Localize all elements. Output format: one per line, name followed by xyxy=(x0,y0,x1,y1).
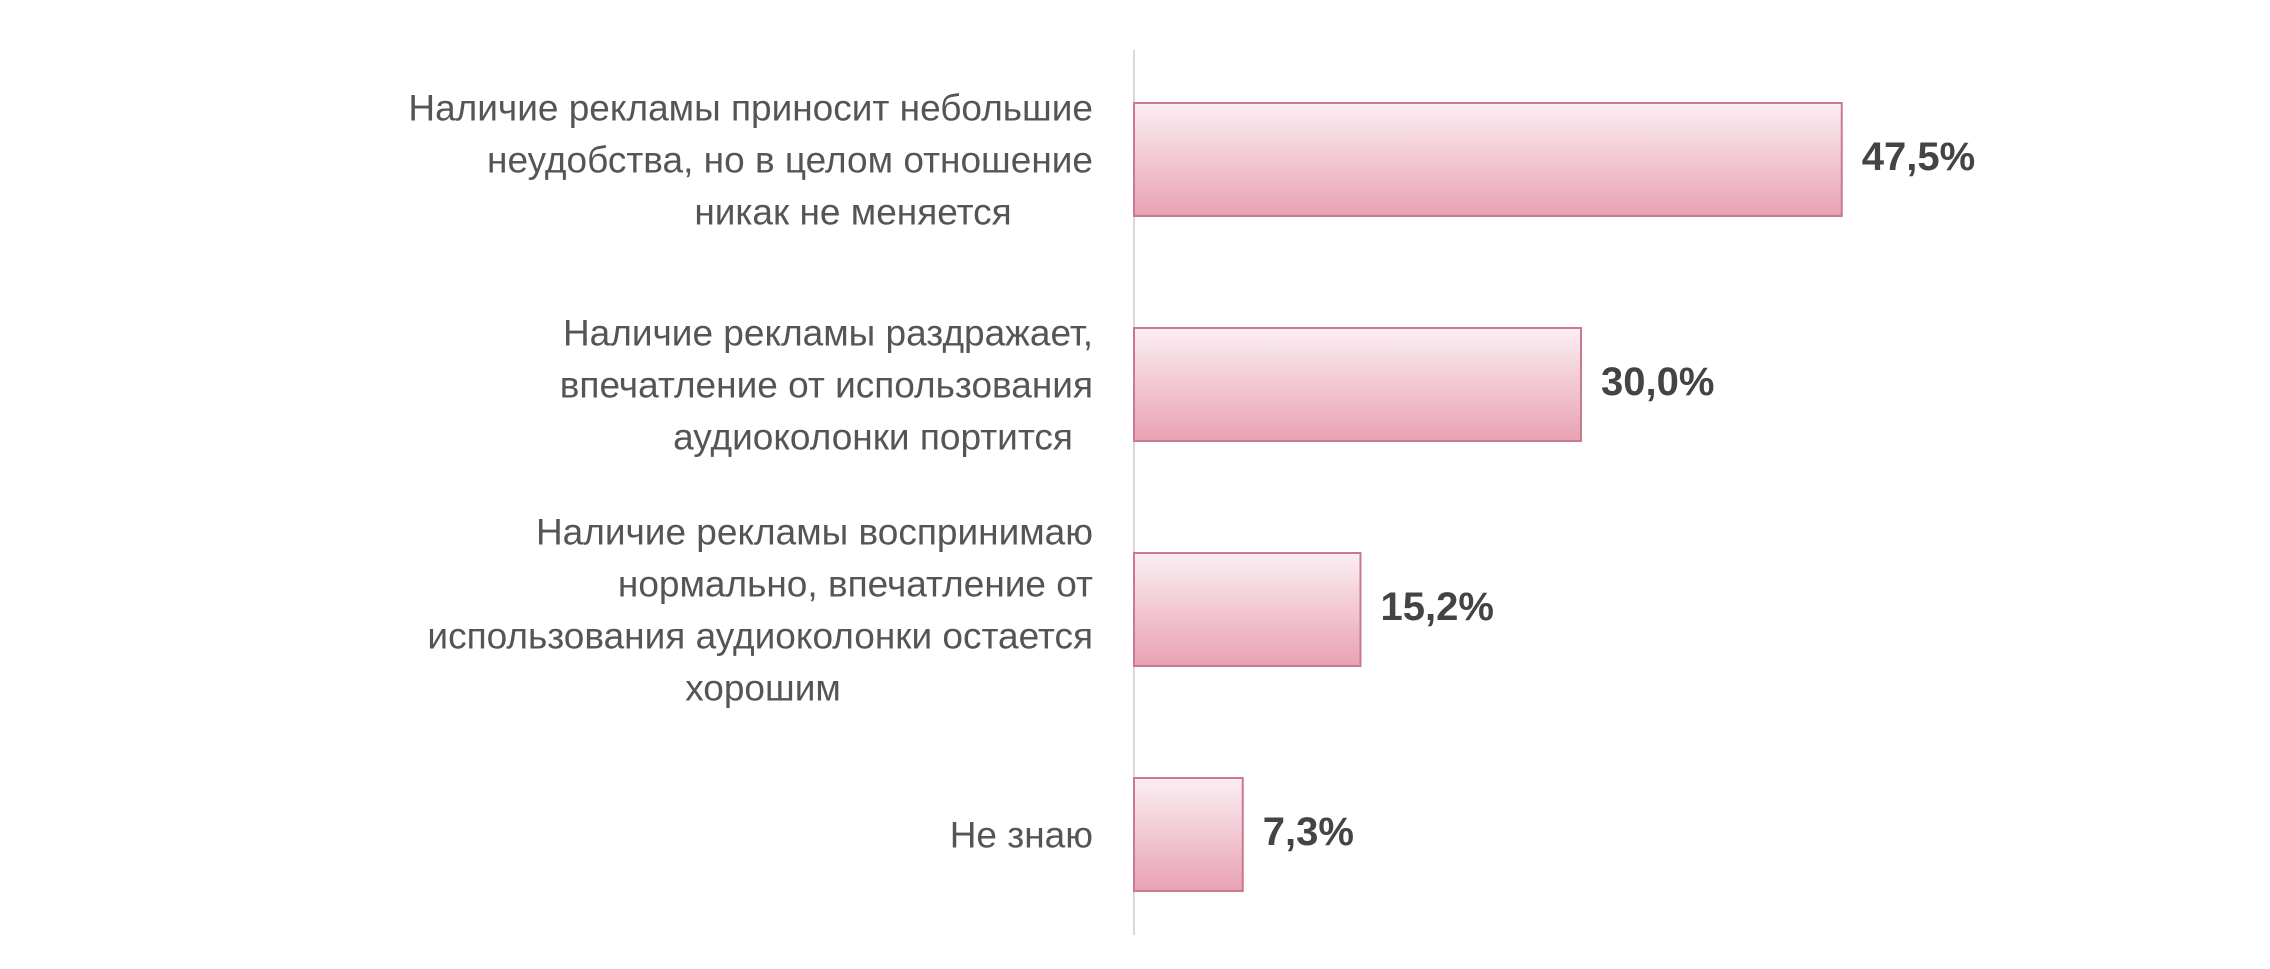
value-label: 47,5% xyxy=(1862,135,1975,179)
bar xyxy=(1133,552,1362,667)
bar xyxy=(1133,327,1582,442)
category-label: Наличие рекламы приносит небольшие неудоб… xyxy=(408,88,1093,233)
value-label: 30,0% xyxy=(1601,360,1714,404)
bar xyxy=(1133,777,1244,892)
category-label: Не знаю xyxy=(950,815,1093,856)
category-label: Наличие рекламы раздражает, впечатление о… xyxy=(560,313,1093,458)
value-label: 15,2% xyxy=(1380,585,1493,629)
value-label: 7,3% xyxy=(1263,810,1354,854)
category-label: Наличие рекламы воспринимаю нормально, вп… xyxy=(427,512,1093,709)
bar xyxy=(1133,102,1843,217)
